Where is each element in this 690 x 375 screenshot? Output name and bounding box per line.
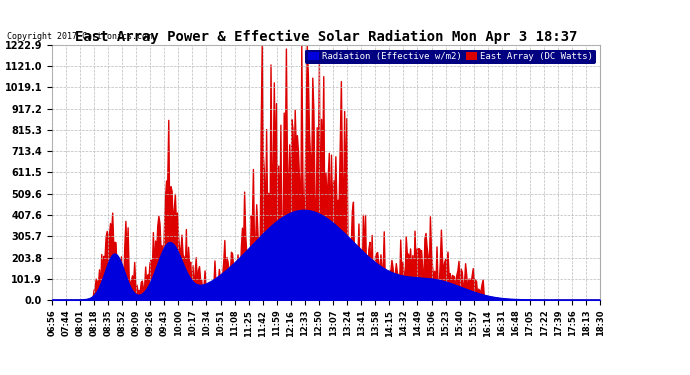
Legend: Radiation (Effective w/m2), East Array (DC Watts): Radiation (Effective w/m2), East Array (… bbox=[305, 50, 595, 64]
Text: Copyright 2017 Cartronics.com: Copyright 2017 Cartronics.com bbox=[7, 32, 152, 41]
Title: East Array Power & Effective Solar Radiation Mon Apr 3 18:37: East Array Power & Effective Solar Radia… bbox=[75, 30, 578, 44]
